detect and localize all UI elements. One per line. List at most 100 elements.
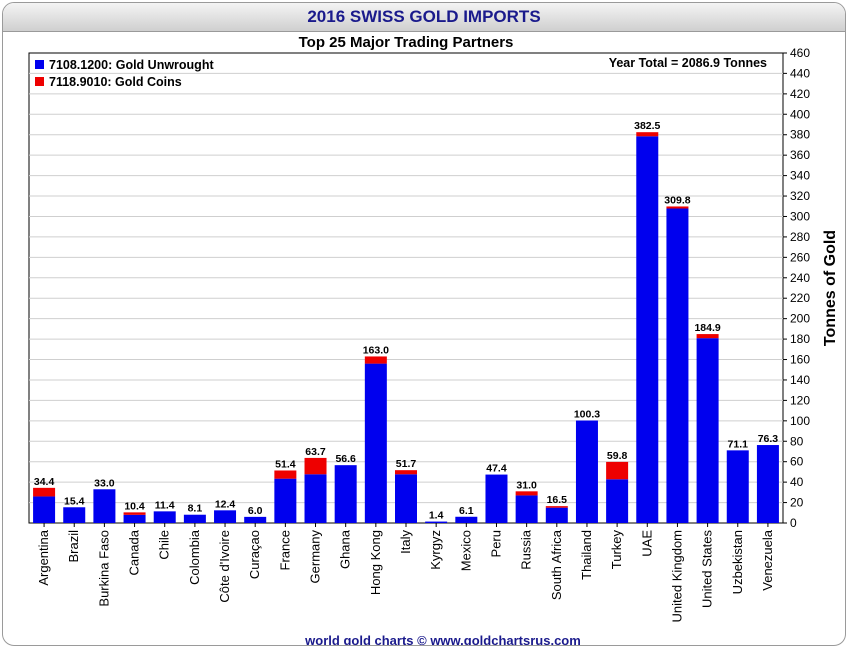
y-tick-label: 100 [790,414,810,428]
x-tick-label: Thailand [579,530,594,580]
y-tick-label: 440 [790,66,810,80]
bar-gold-unwrought [334,465,357,523]
y-tick-label: 60 [790,455,804,469]
bar-total-label: 184.9 [694,322,720,334]
bar-gold-unwrought [636,136,659,523]
y-tick-label: 280 [790,230,810,244]
bar-total-label: 51.4 [275,458,296,470]
x-tick-label: Colombia [187,529,202,585]
y-tick-label: 200 [790,312,810,326]
x-tick-label: Kyrgyz [428,530,443,570]
bar-total-label: 56.6 [335,453,356,465]
bar-total-label: 76.3 [758,433,779,445]
x-tick-label: UAE [639,530,654,557]
bar-gold-unwrought [33,496,56,523]
bar-total-label: 63.7 [305,446,326,458]
bar-total-label: 51.7 [396,458,417,470]
y-tick-label: 400 [790,107,810,121]
x-tick-label: Côte d'Ivoire [217,530,232,603]
bar-gold-coins [123,512,146,515]
bar-total-label: 100.3 [574,409,600,421]
x-tick-label: Venezuela [760,529,775,590]
bar-gold-unwrought [364,363,387,523]
bar-gold-unwrought [153,511,176,523]
bar-gold-unwrought [606,479,629,523]
bar-total-label: 15.4 [64,495,85,507]
x-tick-label: Curaçao [247,530,262,579]
x-tick-label: South Africa [549,529,564,600]
bar-chart: Top 25 Major Trading Partners 0 20 40 60 80 10… [28,34,839,646]
bar-total-label: 34.4 [34,476,55,488]
y-tick-label: 220 [790,291,810,305]
y-tick-label: 340 [790,169,810,183]
bar-gold-unwrought [726,450,749,523]
bar-gold-unwrought [455,516,478,523]
x-tick-label: Chile [157,530,172,560]
y-tick-label: 160 [790,353,810,367]
legend-entry: 7108.1200: Gold Unwrought [49,58,214,72]
x-tick-label: Uzbekistan [730,530,745,594]
bar-total-label: 6.1 [459,505,474,517]
footer-credit: world gold charts © www.goldchartsrus.co… [304,633,581,646]
legend-entry: 7118.9010: Gold Coins [49,75,182,89]
x-tick-label: Argentina [36,529,51,585]
y-tick-label: 260 [790,250,810,264]
bar-gold-unwrought [425,521,448,523]
x-tick-label: United States [700,530,715,609]
x-tick-label: Canada [127,529,142,575]
bar-total-label: 47.4 [486,463,507,475]
y-tick-label: 20 [790,496,804,510]
x-tick-label: Peru [488,530,503,557]
legend-swatch [35,77,44,86]
bar-gold-coins [304,457,327,475]
x-tick-label: Hong Kong [368,530,383,595]
bar-total-label: 11.4 [155,499,175,511]
x-tick-label: France [277,530,292,570]
bar-total-label: 6.0 [248,505,263,517]
bar-total-label: 8.1 [188,503,203,515]
bar-gold-unwrought [756,445,779,523]
bar-gold-coins [515,491,538,496]
bar-gold-coins [33,487,56,497]
y-tick-label: 380 [790,128,810,142]
bar-total-label: 33.0 [94,477,115,489]
bar-gold-unwrought [93,489,116,523]
bar-total-label: 10.4 [124,500,145,512]
bar-gold-coins [696,334,719,339]
bar-gold-unwrought [214,510,237,523]
bar-gold-coins [606,461,629,480]
y-tick-label: 80 [790,434,804,448]
x-tick-label: Turkey [609,530,624,570]
bar-gold-unwrought [395,474,417,523]
bar-total-label: 59.8 [607,450,628,462]
bar-total-label: 163.0 [363,344,389,356]
y-tick-label: 320 [790,189,810,203]
x-tick-label: Burkina Faso [96,530,111,607]
bar-total-label: 12.4 [215,498,236,510]
bar-gold-unwrought [485,474,508,523]
x-tick-label: Ghana [338,529,353,569]
y-tick-label: 0 [790,516,797,530]
bar-total-label: 31.0 [516,479,537,491]
y-axis-label: Tonnes of Gold [822,230,839,346]
year-total-annotation: Year Total = 2086.9 Tonnes [609,56,767,70]
bar-gold-unwrought [123,514,146,523]
bar-gold-coins [364,356,387,364]
bar-gold-unwrought [575,420,598,523]
bar-gold-unwrought [244,516,267,523]
bar-gold-coins [666,206,689,209]
x-tick-label: Germany [308,530,323,584]
bar-total-label: 71.1 [728,438,749,450]
y-tick-label: 300 [790,209,810,223]
x-tick-label: Italy [398,530,413,554]
y-tick-label: 140 [790,373,810,387]
chart-subtitle: Top 25 Major Trading Partners [299,34,514,51]
y-tick-label: 40 [790,475,804,489]
bar-gold-unwrought [515,495,538,523]
bar-gold-unwrought [696,338,719,523]
chart-title: 2016 SWISS GOLD IMPORTS [3,3,845,32]
bar-gold-unwrought [63,507,86,523]
y-tick-label: 360 [790,148,810,162]
y-tick-label: 420 [790,87,810,101]
